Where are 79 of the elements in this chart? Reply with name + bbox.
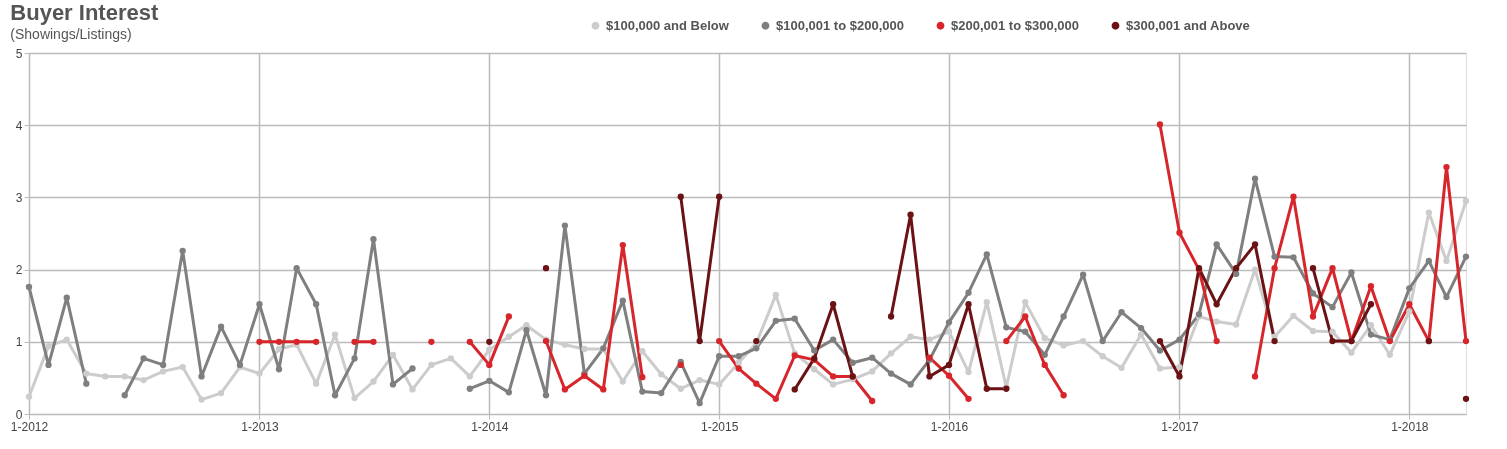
- point: [869, 397, 876, 405]
- point: [887, 313, 895, 320]
- x-tick-label: 1-2014: [471, 419, 509, 434]
- point: [1309, 313, 1317, 320]
- point: [1290, 193, 1297, 200]
- point: [1041, 361, 1048, 369]
- point: [1462, 395, 1470, 402]
- x-tick-label: 1-2017: [1161, 419, 1199, 434]
- point: [945, 361, 953, 369]
- point: [1271, 337, 1278, 345]
- point: [965, 395, 972, 402]
- point: [486, 338, 493, 345]
- point: [1003, 337, 1010, 345]
- point: [1060, 392, 1067, 399]
- point: [256, 338, 263, 345]
- point: [716, 193, 723, 200]
- y-tick-label: 1: [15, 335, 23, 350]
- point: [983, 385, 990, 392]
- point: [370, 338, 377, 345]
- y-tick-label: 4: [15, 118, 23, 133]
- point: [351, 338, 358, 345]
- point: [542, 265, 550, 272]
- x-tick-label: 1-2015: [700, 419, 739, 434]
- point: [1271, 265, 1278, 272]
- point: [926, 373, 933, 380]
- point: [1367, 283, 1375, 290]
- point: [1176, 373, 1183, 380]
- legend-label: $300,001 and Above: [1126, 17, 1250, 33]
- legend-label: $100,000 and Below: [606, 17, 730, 33]
- point: [829, 301, 837, 308]
- point: [1213, 337, 1220, 345]
- point: [619, 241, 626, 249]
- legend-label: $100,001 to $200,000: [776, 17, 904, 33]
- point: [561, 386, 569, 393]
- point: [945, 372, 953, 379]
- point: [486, 361, 493, 369]
- point: [791, 386, 798, 393]
- point: [1156, 337, 1164, 345]
- point: [1251, 373, 1259, 380]
- point: [1022, 313, 1029, 320]
- point: [753, 380, 760, 387]
- chart-subtitle: (Showings/Listings): [10, 26, 132, 42]
- x-tick-label: 1-2018: [1391, 419, 1429, 434]
- y-tick-label: 2: [15, 263, 23, 278]
- point: [1406, 301, 1413, 308]
- point: [466, 338, 473, 345]
- point: [312, 338, 320, 345]
- point: [1462, 337, 1470, 345]
- point: [1232, 265, 1240, 272]
- legend-label: $200,001 to $300,000: [951, 17, 1079, 33]
- x-tick-label: 1-2016: [930, 419, 969, 434]
- point: [1176, 229, 1183, 236]
- point: [1213, 301, 1220, 308]
- point: [965, 301, 972, 308]
- point: [772, 395, 779, 402]
- point: [829, 373, 837, 380]
- x-tick-label: 1-2012: [10, 419, 49, 434]
- point: [677, 193, 684, 200]
- point: [696, 337, 703, 345]
- x-tick-label: 1-2013: [241, 419, 279, 434]
- y-tick-label: 3: [15, 190, 23, 205]
- point: [907, 211, 914, 218]
- point: [505, 313, 512, 320]
- point: [1156, 121, 1164, 128]
- point: [735, 365, 742, 372]
- chart-title: Buyer Interest: [10, 0, 159, 25]
- point: [428, 338, 435, 345]
- point: [1367, 301, 1375, 308]
- point: [275, 338, 283, 345]
- point: [639, 374, 646, 381]
- point: [716, 337, 723, 345]
- y-tick-label: 5: [15, 46, 23, 61]
- point: [1329, 265, 1336, 272]
- point: [1443, 163, 1450, 171]
- point: [1309, 265, 1317, 272]
- point: [600, 386, 607, 393]
- point: [1329, 337, 1336, 345]
- y-tick-label: 0: [15, 407, 23, 422]
- point: [1251, 241, 1259, 248]
